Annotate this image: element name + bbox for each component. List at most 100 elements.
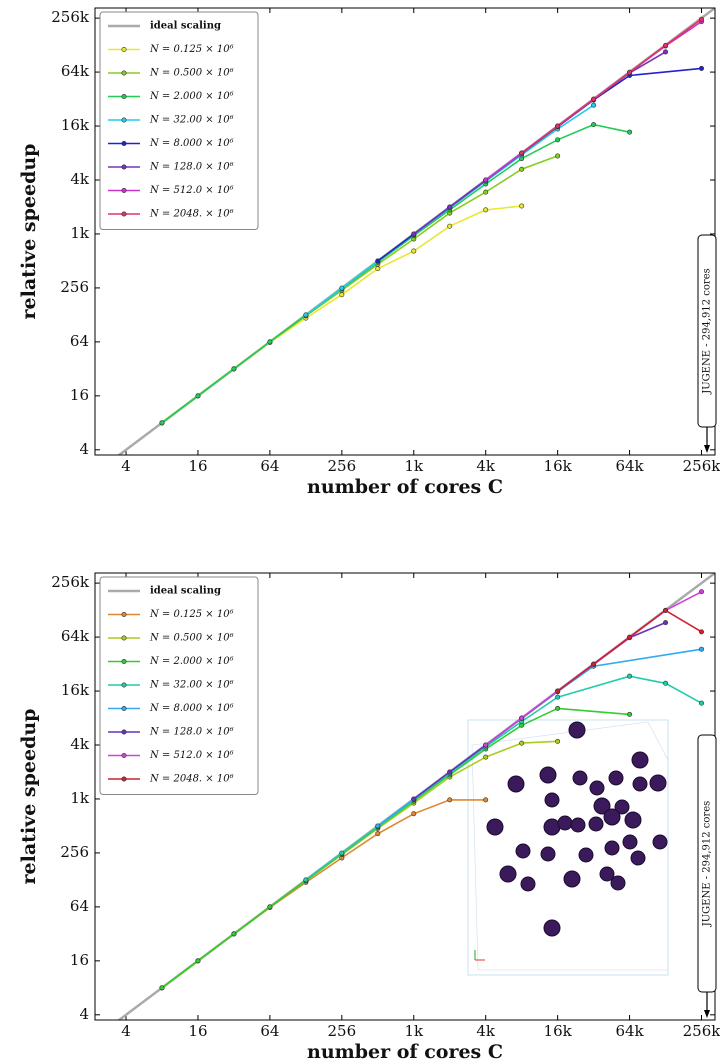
marker [339, 285, 345, 291]
marker [339, 850, 345, 856]
marker [159, 420, 165, 426]
y-tick-label: 4 [79, 440, 89, 458]
marker [411, 248, 417, 254]
legend-marker [121, 70, 127, 76]
marker [555, 694, 561, 700]
series-line [377, 67, 702, 262]
x-tick-label: 4 [121, 457, 131, 475]
marker [591, 661, 597, 667]
plot [117, 8, 715, 455]
y-tick-label: 64 [70, 332, 89, 350]
marker [411, 231, 417, 237]
y-tick-label: 256k [51, 573, 90, 591]
y-axis-label: relative speedup [18, 709, 40, 885]
marker [663, 620, 669, 626]
marker [699, 629, 705, 635]
chart: 4 16 64 256 1k 4k 16k 64k 256k 4 16 64 256 1k 4k 16k 64k… [18, 7, 720, 498]
series-line [557, 609, 702, 692]
x-tick-label: 4 [121, 1022, 131, 1040]
marker [555, 123, 561, 129]
y-tick-label: 16k [61, 116, 90, 134]
legend-marker [121, 612, 127, 618]
marker [159, 985, 165, 991]
y-tick-label: 1k [70, 224, 90, 242]
plot [117, 573, 715, 1020]
legend-label: N = 2048. × 10⁶ [149, 774, 234, 785]
x-tick-label: 1k [404, 457, 424, 475]
legend-label: N = 2.000 × 10⁶ [149, 656, 234, 667]
marker [447, 204, 453, 210]
x-tick-label: 64 [260, 457, 279, 475]
marker [555, 738, 561, 744]
marker [699, 700, 705, 706]
marker [591, 122, 597, 128]
y-axis-label: relative speedup [18, 144, 40, 320]
annotation-arrowhead [704, 445, 710, 453]
x-axis-label: number of cores C [307, 476, 503, 498]
marker [699, 16, 705, 22]
y-tick-label: 64 [70, 897, 89, 915]
x-tick-label: 64k [615, 1022, 644, 1040]
x-tick-label: 16k [544, 1022, 573, 1040]
y-tick-label: 64k [61, 627, 90, 645]
legend-marker [121, 753, 127, 759]
marker [699, 589, 705, 595]
marker [663, 49, 669, 55]
marker [519, 166, 525, 172]
legend-box [99, 576, 259, 795]
legend-label: N = 0.500 × 10⁶ [149, 68, 234, 79]
marker [519, 150, 525, 156]
marker [591, 102, 597, 108]
marker [627, 711, 633, 717]
marker [375, 266, 381, 272]
marker [519, 203, 525, 209]
x-tick-label: 4k [476, 457, 496, 475]
legend-label: N = 8.000 × 10⁶ [149, 138, 234, 149]
legend-label: ideal scaling [150, 21, 221, 32]
marker [555, 688, 561, 694]
marker [375, 823, 381, 829]
legend-label: ideal scaling [150, 586, 221, 597]
legend-label: N = 32.00 × 10⁶ [149, 680, 234, 691]
y-tick-label: 256 [60, 843, 89, 861]
chart: 4 16 64 256 1k 4k 16k 64k 256k 4 16 64 256 1k 4k 16k 64k… [18, 572, 720, 1059]
legend-marker [121, 164, 127, 170]
y-tick-label: 16 [70, 951, 89, 969]
y-tick-label: 4k [70, 170, 90, 188]
marker [231, 366, 237, 372]
legend-marker [121, 141, 127, 147]
marker [519, 715, 525, 721]
marker [483, 742, 489, 748]
x-tick-label: 16 [188, 457, 207, 475]
marker [411, 811, 417, 817]
marker [231, 931, 237, 937]
marker [267, 339, 273, 345]
marker [483, 207, 489, 213]
x-tick-label: 16k [544, 457, 573, 475]
series-line [161, 123, 630, 424]
inset-image [467, 719, 669, 976]
marker [483, 754, 489, 760]
x-tick-label: 16 [188, 1022, 207, 1040]
y-tick-label: 16k [61, 681, 90, 699]
x-axis-label: number of cores C [307, 1041, 503, 1059]
marker [447, 223, 453, 229]
legend-marker [121, 188, 127, 194]
series-line [521, 18, 702, 154]
annotation: JUGENE - 294,912 cores [702, 268, 713, 395]
x-tick-label: 256k [683, 457, 720, 475]
marker [663, 42, 669, 48]
legend-label: N = 0.125 × 10⁶ [149, 609, 234, 620]
marker [375, 831, 381, 837]
legend-label: N = 0.500 × 10⁶ [149, 633, 234, 644]
legend-label: N = 2048. × 10⁶ [149, 209, 234, 220]
marker [699, 646, 705, 652]
marker [627, 673, 633, 679]
x-tick-label: 256 [328, 1022, 357, 1040]
legend-label: N = 128.0 × 10⁶ [149, 162, 234, 173]
marker [663, 680, 669, 686]
y-tick-label: 4k [70, 735, 90, 753]
legend-label: N = 2.000 × 10⁶ [149, 91, 234, 102]
annotation: JUGENE - 294,912 cores [702, 801, 713, 928]
